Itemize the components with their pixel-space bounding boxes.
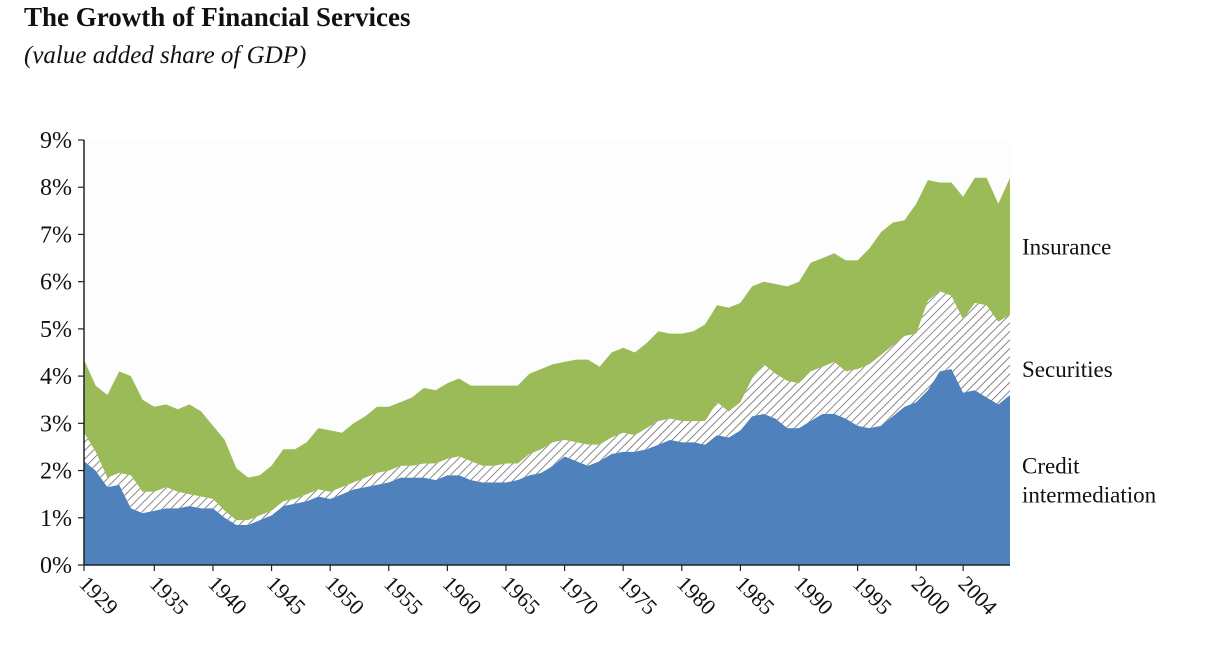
y-tick-label: 2% xyxy=(40,459,72,485)
x-tick-label: 1980 xyxy=(672,571,721,620)
y-tick-label: 8% xyxy=(40,175,72,201)
chart-subtitle: (value added share of GDP) xyxy=(24,42,307,69)
series-label-securities: Securities xyxy=(1022,357,1113,382)
x-tick-label: 1985 xyxy=(731,571,780,620)
area-securities xyxy=(84,291,1010,525)
x-tick-label: 1950 xyxy=(321,571,370,620)
y-tick-label: 5% xyxy=(40,317,72,343)
y-tick-label: 4% xyxy=(40,364,72,390)
series-label-credit-intermediation: Credit xyxy=(1022,454,1080,479)
x-tick-label: 1929 xyxy=(74,571,123,620)
x-tick-label: 1965 xyxy=(496,571,545,620)
y-tick-label: 7% xyxy=(40,222,72,248)
x-tick-label: 1975 xyxy=(614,571,663,620)
x-tick-label: 1940 xyxy=(203,571,252,620)
y-tick-label: 3% xyxy=(40,411,72,437)
y-tick-label: 6% xyxy=(40,270,72,296)
y-tick-label: 0% xyxy=(40,553,72,579)
x-tick-label: 2000 xyxy=(907,571,956,620)
area-insurance xyxy=(84,177,1010,521)
chart-title: The Growth of Financial Services xyxy=(24,2,411,32)
x-tick-label: 1935 xyxy=(145,571,194,620)
x-tick-label: 1970 xyxy=(555,571,604,620)
series-label-insurance: Insurance xyxy=(1022,234,1111,259)
x-tick-label: 1955 xyxy=(379,571,428,620)
x-tick-label: 1945 xyxy=(262,571,311,620)
x-tick-label: 1995 xyxy=(848,571,897,620)
y-tick-label: 1% xyxy=(40,506,72,532)
x-tick-label: 1990 xyxy=(789,571,838,620)
y-tick-label: 9% xyxy=(40,128,72,154)
x-tick-label: 2004 xyxy=(954,571,1003,620)
series-label-credit-intermediation: intermediation xyxy=(1022,483,1157,508)
area-credit-intermediation xyxy=(84,369,1010,565)
x-tick-label: 1960 xyxy=(438,571,487,620)
